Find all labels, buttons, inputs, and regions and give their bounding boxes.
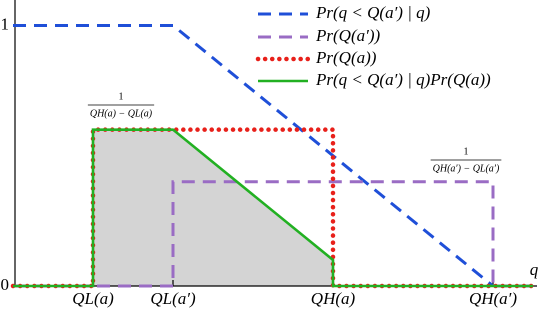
area-fill [13,129,533,286]
legend-label: Pr(Q(a′)) [315,26,380,45]
x-tick-label: QL(a′) [150,289,196,308]
series-line [13,128,533,288]
legend-label: Pr(Q(a)) [315,48,377,67]
series-line [13,23,494,288]
annotation-numerator: 1 [464,146,469,157]
annotation-numerator: 1 [119,91,124,102]
x-axis-label: q [530,260,539,279]
y-tick-label: 0 [1,275,10,294]
x-tick-label: QH(a′) [469,289,517,308]
x-tick-label: QL(a) [72,289,114,308]
annotation-denominator: QH(a) − QL(a) [90,108,153,119]
legend-label: Pr(q < Q(a′) | q) [315,3,431,22]
annotation-denominator: QH(a′) − QL(a′) [433,163,500,174]
legend-label: Pr(q < Q(a′) | q)Pr(Q(a)) [315,70,491,89]
x-tick-label: QH(a) [311,289,356,308]
y-tick-label: 1 [1,14,10,33]
